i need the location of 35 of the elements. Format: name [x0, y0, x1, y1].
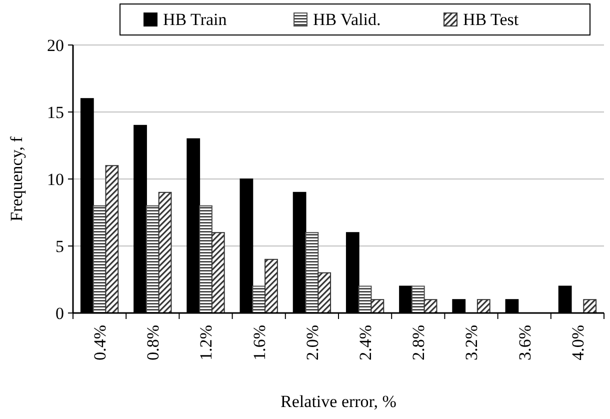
x-axis-title: Relative error, %: [280, 392, 396, 411]
bar: [211, 232, 225, 314]
bar: [318, 272, 332, 314]
bar: [476, 299, 490, 314]
x-tick-label: 2.0%: [302, 325, 322, 360]
bar: [158, 192, 172, 314]
x-tick-label: 2.8%: [409, 325, 428, 360]
bar: [411, 286, 425, 314]
y-tick-label: 10: [47, 170, 64, 189]
y-tick-label: 15: [47, 102, 64, 122]
y-tick-label: 5: [56, 236, 64, 256]
legend-label: HB Train: [163, 10, 228, 29]
x-tick-label: 0.4%: [90, 325, 110, 360]
y-axis-title: Frequency, f: [7, 136, 26, 222]
bar: [305, 232, 319, 314]
x-tick-label: 0.8%: [144, 325, 163, 360]
x-tick-label: 4.0%: [568, 325, 588, 360]
bar: [264, 258, 278, 314]
y-tick-label: 20: [47, 36, 64, 55]
bar: [252, 286, 266, 314]
bar: [370, 299, 384, 314]
x-tick-label: 1.6%: [250, 325, 269, 360]
bar: [199, 205, 212, 314]
bar: [105, 165, 119, 314]
x-tick-label: 2.4%: [356, 325, 375, 360]
bar: [358, 286, 372, 314]
bar: [583, 299, 597, 314]
bar: [424, 299, 438, 314]
x-tick-label: 1.2%: [196, 325, 216, 360]
x-tick-label: 3.2%: [462, 325, 482, 360]
y-tick-label: 0: [56, 304, 64, 323]
bar: [146, 205, 160, 314]
x-tick-label: 3.6%: [515, 325, 534, 360]
legend-label: HB Test: [463, 10, 519, 29]
legend-label: HB Valid.: [313, 10, 381, 29]
